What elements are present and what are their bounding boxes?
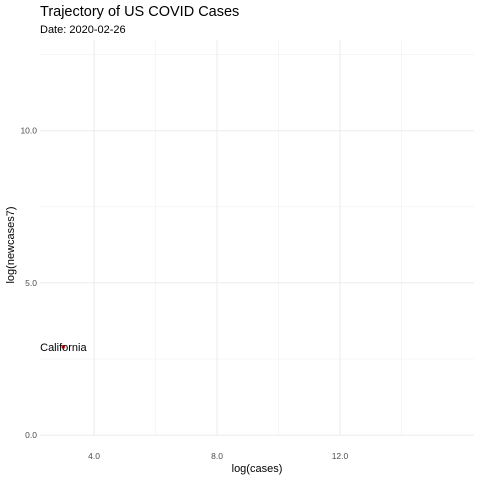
y-tick-label: 10.0: [20, 126, 37, 136]
y-axis-label: log(newcases7): [5, 206, 17, 283]
data-points: California: [40, 342, 87, 354]
x-tick-label: 4.0: [88, 451, 100, 461]
y-tick-labels: 0.0 5.0 10.0: [20, 126, 37, 440]
y-tick-label: 5.0: [25, 278, 37, 288]
x-axis-label: log(cases): [232, 463, 283, 475]
x-tick-label: 12.0: [332, 451, 349, 461]
major-gridlines: [40, 40, 474, 436]
y-tick-label: 0.0: [25, 430, 37, 440]
data-point: [61, 345, 66, 349]
minor-gridlines: [40, 40, 474, 436]
chart-title: Trajectory of US COVID Cases: [40, 4, 239, 20]
x-tick-labels: 4.0 8.0 12.0: [88, 451, 348, 461]
data-point-label: California: [40, 342, 87, 354]
chart-subtitle: Date: 2020-02-26: [40, 24, 126, 36]
x-tick-label: 8.0: [211, 451, 223, 461]
